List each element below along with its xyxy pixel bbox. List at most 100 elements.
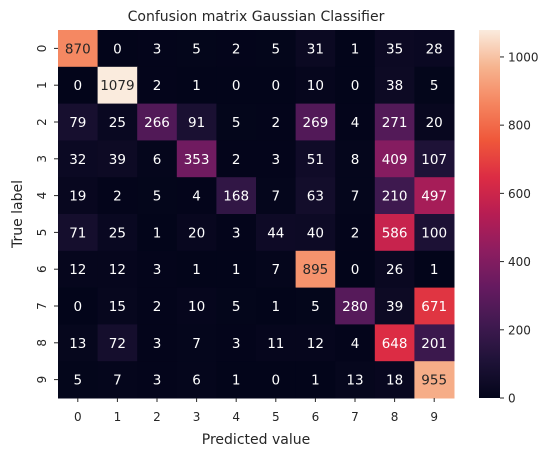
cell-value-label: 13 [346,373,363,389]
heatmap-cell [256,30,297,68]
cell-value-label: 100 [421,225,447,241]
cell-value-label: 3 [153,336,162,352]
heatmap-cell [176,140,217,178]
heatmap-cell [374,324,415,362]
cell-value-label: 7 [272,262,281,278]
cell-value-label: 2 [153,78,162,94]
heatmap-cell [58,324,99,362]
cell-value-label: 15 [109,299,126,315]
cell-value-label: 1 [311,373,320,389]
heatmap-cell [295,361,336,399]
heatmap-cell [58,214,99,252]
cell-value-label: 10 [188,299,205,315]
heatmap-cell [295,214,336,252]
heatmap-cell [137,287,178,325]
heatmap-cell [58,287,99,325]
cell-value-label: 5 [232,299,241,315]
colorbar-tick-label: 200 [508,323,531,337]
y-tick-label: 3 [35,155,49,163]
cell-value-label: 497 [421,189,447,205]
cell-value-label: 7 [272,189,281,205]
heatmap-cell [176,324,217,362]
heatmap-cell [374,361,415,399]
cell-value-label: 1 [272,299,281,315]
cell-value-label: 28 [426,41,443,57]
cell-value-label: 7 [351,189,360,205]
cell-value-label: 31 [307,41,324,57]
heatmap-cell [256,214,297,252]
heatmap-cell [58,30,99,68]
cell-value-label: 35 [386,41,403,57]
heatmap-cell [97,140,138,178]
heatmap-cell [414,30,455,68]
heatmap-cell [335,287,376,325]
chart-title: Confusion matrix Gaussian Classifier [128,9,385,25]
cell-value-label: 107 [421,152,447,168]
heatmap-cell [295,324,336,362]
cell-value-label: 5 [74,373,83,389]
colorbar-tick-label: 0 [508,392,516,406]
cell-value-label: 671 [421,299,447,315]
cell-value-label: 32 [69,152,86,168]
heatmap-cell [335,361,376,399]
heatmap-cell [374,103,415,141]
cell-value-label: 10 [307,78,324,94]
heatmap-cell [176,214,217,252]
cell-value-label: 269 [303,115,329,131]
heatmap-cell [58,250,99,289]
heatmap-cell [216,177,257,215]
cell-value-label: 955 [421,373,447,389]
heatmap-cell [295,103,336,141]
heatmap-cell [414,324,455,362]
cell-value-label: 5 [311,299,320,315]
cell-value-label: 12 [69,262,86,278]
y-tick-label: 9 [35,376,49,384]
cell-value-label: 40 [307,225,324,241]
heatmap-cell [335,103,376,141]
heatmap-cell [97,361,138,399]
heatmap-cell [256,140,297,178]
cell-value-label: 3 [232,225,241,241]
heatmap-cell [414,361,455,399]
heatmap-cells: 870 0 3 5 2 5 31 1 35 280 1079 2 1 0 0 10 0 38 579 25 266 91 5… [58,30,455,399]
x-tick-label: 0 [74,410,82,424]
heatmap-cell [97,30,138,68]
heatmap-cell [256,66,297,105]
cell-value-label: 3 [153,41,162,57]
heatmap-cell [335,324,376,362]
heatmap-cell [58,66,99,105]
heatmap-cell [335,140,376,178]
x-axis-ticks: 0 1 2 3 4 5 6 7 8 9 [74,398,438,424]
cell-value-label: 168 [223,189,249,205]
cell-value-label: 20 [188,225,205,241]
heatmap-cell [374,66,415,105]
heatmap-cell [97,324,138,362]
colorbar-tick-label: 400 [508,255,531,269]
cell-value-label: 8 [351,152,360,168]
cell-value-label: 91 [188,115,205,131]
cell-value-label: 0 [74,299,83,315]
heatmap-cell [216,361,257,399]
colorbar [479,30,500,398]
heatmap-cell [216,66,257,105]
heatmap-cell [176,361,217,399]
colorbar-ticks: 0 200 400 600 800 1000 [500,50,539,406]
cell-value-label: 25 [109,115,126,131]
cell-value-label: 895 [303,262,329,278]
cell-value-label: 201 [421,336,447,352]
heatmap-cell [256,361,297,399]
heatmap-cell [97,66,138,105]
cell-value-label: 3 [153,373,162,389]
cell-value-label: 0 [113,41,122,57]
heatmap-cell [58,103,99,141]
cell-value-label: 5 [232,115,241,131]
cell-value-label: 6 [192,373,201,389]
cell-value-label: 648 [382,336,408,352]
y-tick-label: 8 [35,339,49,347]
cell-value-label: 0 [232,78,241,94]
colorbar-tick-label: 1000 [508,50,539,64]
heatmap-cell [58,140,99,178]
cell-value-label: 0 [272,78,281,94]
cell-value-label: 3 [232,336,241,352]
